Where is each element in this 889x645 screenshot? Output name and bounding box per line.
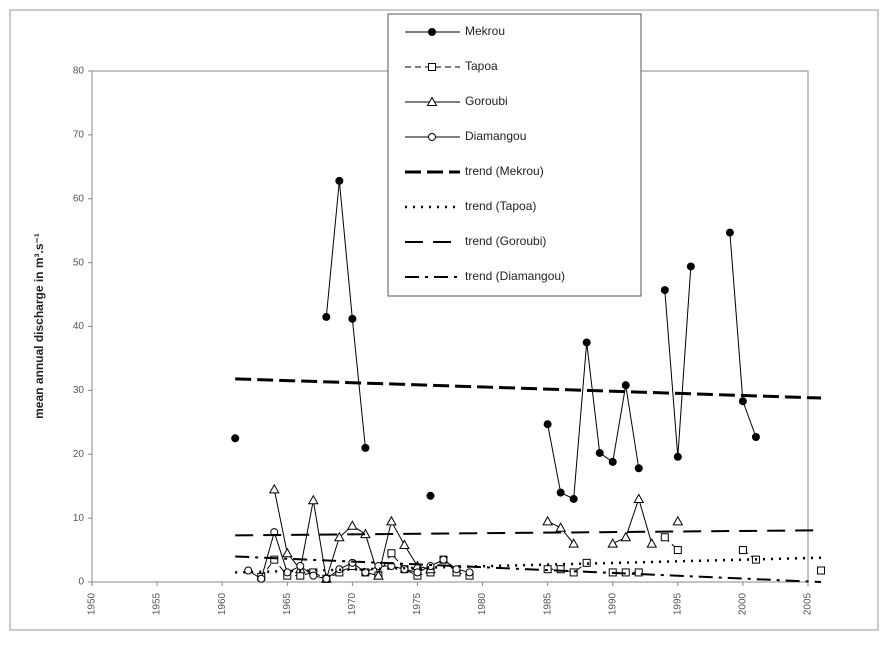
x-tick-label: 1975 [412, 592, 423, 615]
marker [569, 568, 578, 577]
marker [373, 570, 384, 580]
x-tick-label: 1950 [87, 592, 98, 615]
y-tick-label: 60 [73, 193, 85, 204]
x-tick-label: 1995 [672, 592, 683, 615]
y-tick-label: 70 [73, 130, 85, 141]
marker [633, 493, 645, 503]
marker [686, 262, 695, 271]
marker [244, 566, 253, 575]
marker [569, 494, 578, 503]
marker [607, 538, 619, 548]
marker [817, 566, 826, 575]
legend-label: Mekrou [465, 24, 505, 38]
legend-label: trend (Tapoa) [465, 199, 536, 213]
marker [333, 531, 345, 542]
legend: Mekrou Tapoa Goroubi Diamangou trend (Mekrou… [387, 13, 642, 297]
marker [413, 568, 422, 577]
marker [231, 434, 240, 443]
marker [270, 555, 279, 564]
marker [542, 515, 553, 526]
marker [348, 314, 357, 323]
marker [725, 228, 734, 237]
marker [634, 568, 643, 577]
legend-box [387, 13, 642, 297]
series-line [235, 556, 822, 574]
marker [672, 515, 684, 526]
marker [568, 538, 580, 548]
marker [322, 312, 331, 321]
marker [543, 420, 552, 429]
marker [387, 549, 396, 558]
marker [751, 433, 760, 442]
x-tick-label: 1955 [152, 592, 163, 615]
marker [361, 568, 370, 577]
marker [555, 522, 567, 532]
marker [281, 547, 293, 558]
marker [620, 531, 632, 542]
y-tick-label: 50 [73, 257, 85, 268]
x-tick-label: 2005 [803, 592, 814, 615]
marker [428, 28, 436, 36]
marker [257, 574, 266, 583]
y-tick-label: 30 [73, 385, 85, 396]
marker [307, 494, 319, 505]
x-tick-label: 1960 [217, 592, 228, 615]
marker [347, 520, 358, 530]
marker [738, 546, 747, 555]
y-tick-label: 80 [73, 66, 85, 77]
marker [634, 464, 643, 473]
marker [646, 538, 658, 548]
legend-label: Diamangou [465, 129, 526, 143]
marker [322, 574, 331, 583]
legend-label: Goroubi [465, 94, 508, 108]
marker [309, 571, 318, 580]
series-line [325, 180, 757, 500]
marker [660, 533, 669, 542]
legend-label: Tapoa [465, 59, 498, 73]
legend-label: trend (Diamangou) [465, 269, 565, 283]
marker [428, 63, 436, 71]
marker [673, 452, 682, 461]
marker [465, 568, 474, 577]
marker [268, 483, 280, 494]
marker [335, 176, 344, 185]
marker [582, 558, 591, 567]
y-tick-label: 10 [73, 513, 85, 524]
marker [452, 565, 461, 574]
y-tick-label: 40 [73, 321, 85, 332]
marker [673, 546, 682, 555]
y-tick-label: 20 [73, 449, 85, 460]
marker [426, 96, 438, 106]
marker [556, 488, 565, 497]
series-line [235, 555, 822, 583]
marker [399, 539, 410, 549]
marker [608, 457, 617, 466]
marker [296, 562, 305, 571]
marker [428, 133, 436, 141]
marker [426, 491, 435, 500]
x-tick-label: 1990 [607, 592, 618, 615]
x-tick-label: 1970 [347, 592, 358, 615]
series-line [235, 377, 822, 400]
marker [738, 397, 747, 406]
marker [660, 286, 669, 295]
marker [595, 448, 604, 457]
x-tick-label: 1980 [477, 592, 488, 615]
marker [556, 565, 565, 574]
x-tick-label: 1965 [282, 592, 293, 615]
marker [361, 443, 370, 452]
marker [439, 555, 448, 564]
y-axis-label: mean annual discharge in m³.s⁻¹ [32, 233, 46, 419]
x-tick-label: 2000 [738, 592, 749, 615]
x-tick-label: 1985 [542, 592, 553, 615]
series-line [235, 529, 822, 537]
legend-label: trend (Goroubi) [465, 234, 546, 248]
legend-label: trend (Mekrou) [465, 164, 544, 178]
marker [621, 381, 630, 390]
marker [386, 515, 397, 526]
marker [348, 558, 357, 567]
y-tick-label: 0 [78, 577, 84, 588]
marker [582, 338, 591, 347]
